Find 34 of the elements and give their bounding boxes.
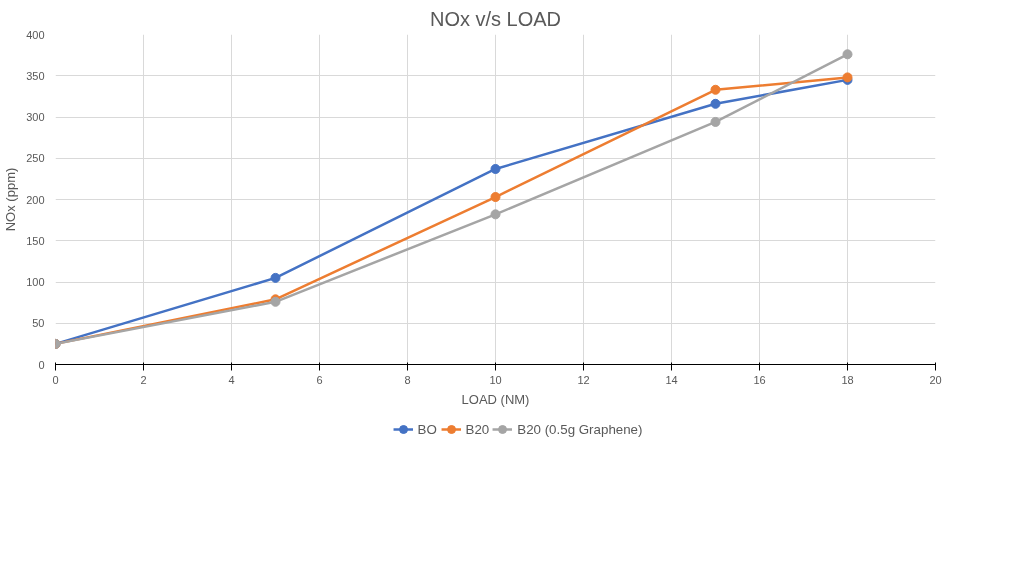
x-tick-label: 2 bbox=[140, 373, 147, 386]
y-tick-label: 50 bbox=[32, 317, 45, 330]
point bbox=[710, 116, 721, 127]
x-tick-label: 12 bbox=[577, 373, 590, 386]
x-tick-label: 6 bbox=[316, 373, 323, 386]
x-tick-label: 0 bbox=[52, 373, 59, 386]
point bbox=[710, 98, 721, 109]
y-axis-title: NOx (ppm) bbox=[3, 167, 19, 232]
point bbox=[490, 192, 501, 203]
y-tick-label: 0 bbox=[38, 358, 45, 371]
y-tick-label: 250 bbox=[26, 152, 45, 165]
y-tick-label: 150 bbox=[26, 234, 45, 247]
x-tick-label: 20 bbox=[929, 373, 942, 386]
legend-label: BO bbox=[417, 421, 438, 437]
x-tick-label: 18 bbox=[841, 373, 854, 386]
x-axis-title: LOAD (NM) bbox=[461, 391, 530, 407]
point bbox=[842, 49, 853, 60]
chart-title: NOx v/s LOAD bbox=[429, 7, 562, 30]
legend-label: B20 bbox=[465, 421, 490, 437]
x-tick-label: 4 bbox=[228, 373, 235, 386]
point bbox=[710, 84, 721, 95]
point bbox=[270, 272, 281, 283]
y-tick-label: 400 bbox=[26, 28, 45, 41]
x-tick-label: 16 bbox=[753, 373, 766, 386]
x-tick-label: 10 bbox=[489, 373, 502, 386]
point bbox=[490, 163, 501, 174]
legend-label: B20 (0.5g Graphene) bbox=[517, 421, 643, 437]
y-tick-label: 350 bbox=[26, 69, 45, 82]
point bbox=[490, 209, 501, 220]
y-tick-label: 300 bbox=[26, 111, 45, 123]
y-tick-label: 100 bbox=[26, 276, 45, 288]
x-tick-label: 14 bbox=[665, 373, 678, 386]
y-tick-label: 200 bbox=[26, 193, 45, 206]
x-tick-label: 8 bbox=[404, 373, 411, 386]
